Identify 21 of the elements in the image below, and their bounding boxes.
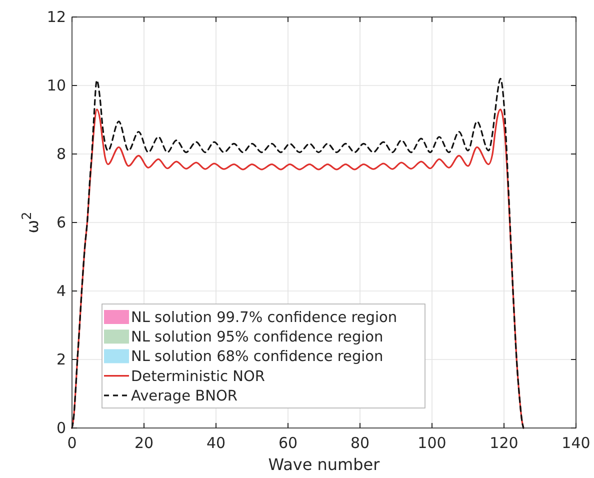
x-tick-label: 100 xyxy=(418,434,446,452)
legend-label: Average BNOR xyxy=(131,388,238,404)
x-tick-label: 20 xyxy=(134,434,154,452)
y-tick-label: 6 xyxy=(56,214,66,232)
x-tick-label: 120 xyxy=(490,434,518,452)
y-tick-label: 12 xyxy=(46,8,66,26)
legend-label: NL solution 95% confidence region xyxy=(131,330,384,346)
legend-label: Deterministic NOR xyxy=(131,368,265,385)
x-tick-label: 60 xyxy=(278,434,298,452)
x-tick-label: 40 xyxy=(206,434,226,452)
x-tick-label: 80 xyxy=(350,434,370,452)
y-tick-label: 2 xyxy=(56,350,66,368)
x-axis-title: Wave number xyxy=(268,455,380,474)
y-tick-label: 8 xyxy=(56,145,66,163)
y-tick-label: 4 xyxy=(56,282,66,300)
x-tick-label: 140 xyxy=(562,434,590,452)
legend-label: NL solution 99.7% confidence region xyxy=(131,310,398,326)
y-tick-label: 0 xyxy=(56,419,66,437)
legend-label: NL solution 68% confidence region xyxy=(131,349,384,366)
x-tick-label: 0 xyxy=(67,434,77,452)
y-tick-label: 10 xyxy=(46,76,66,94)
